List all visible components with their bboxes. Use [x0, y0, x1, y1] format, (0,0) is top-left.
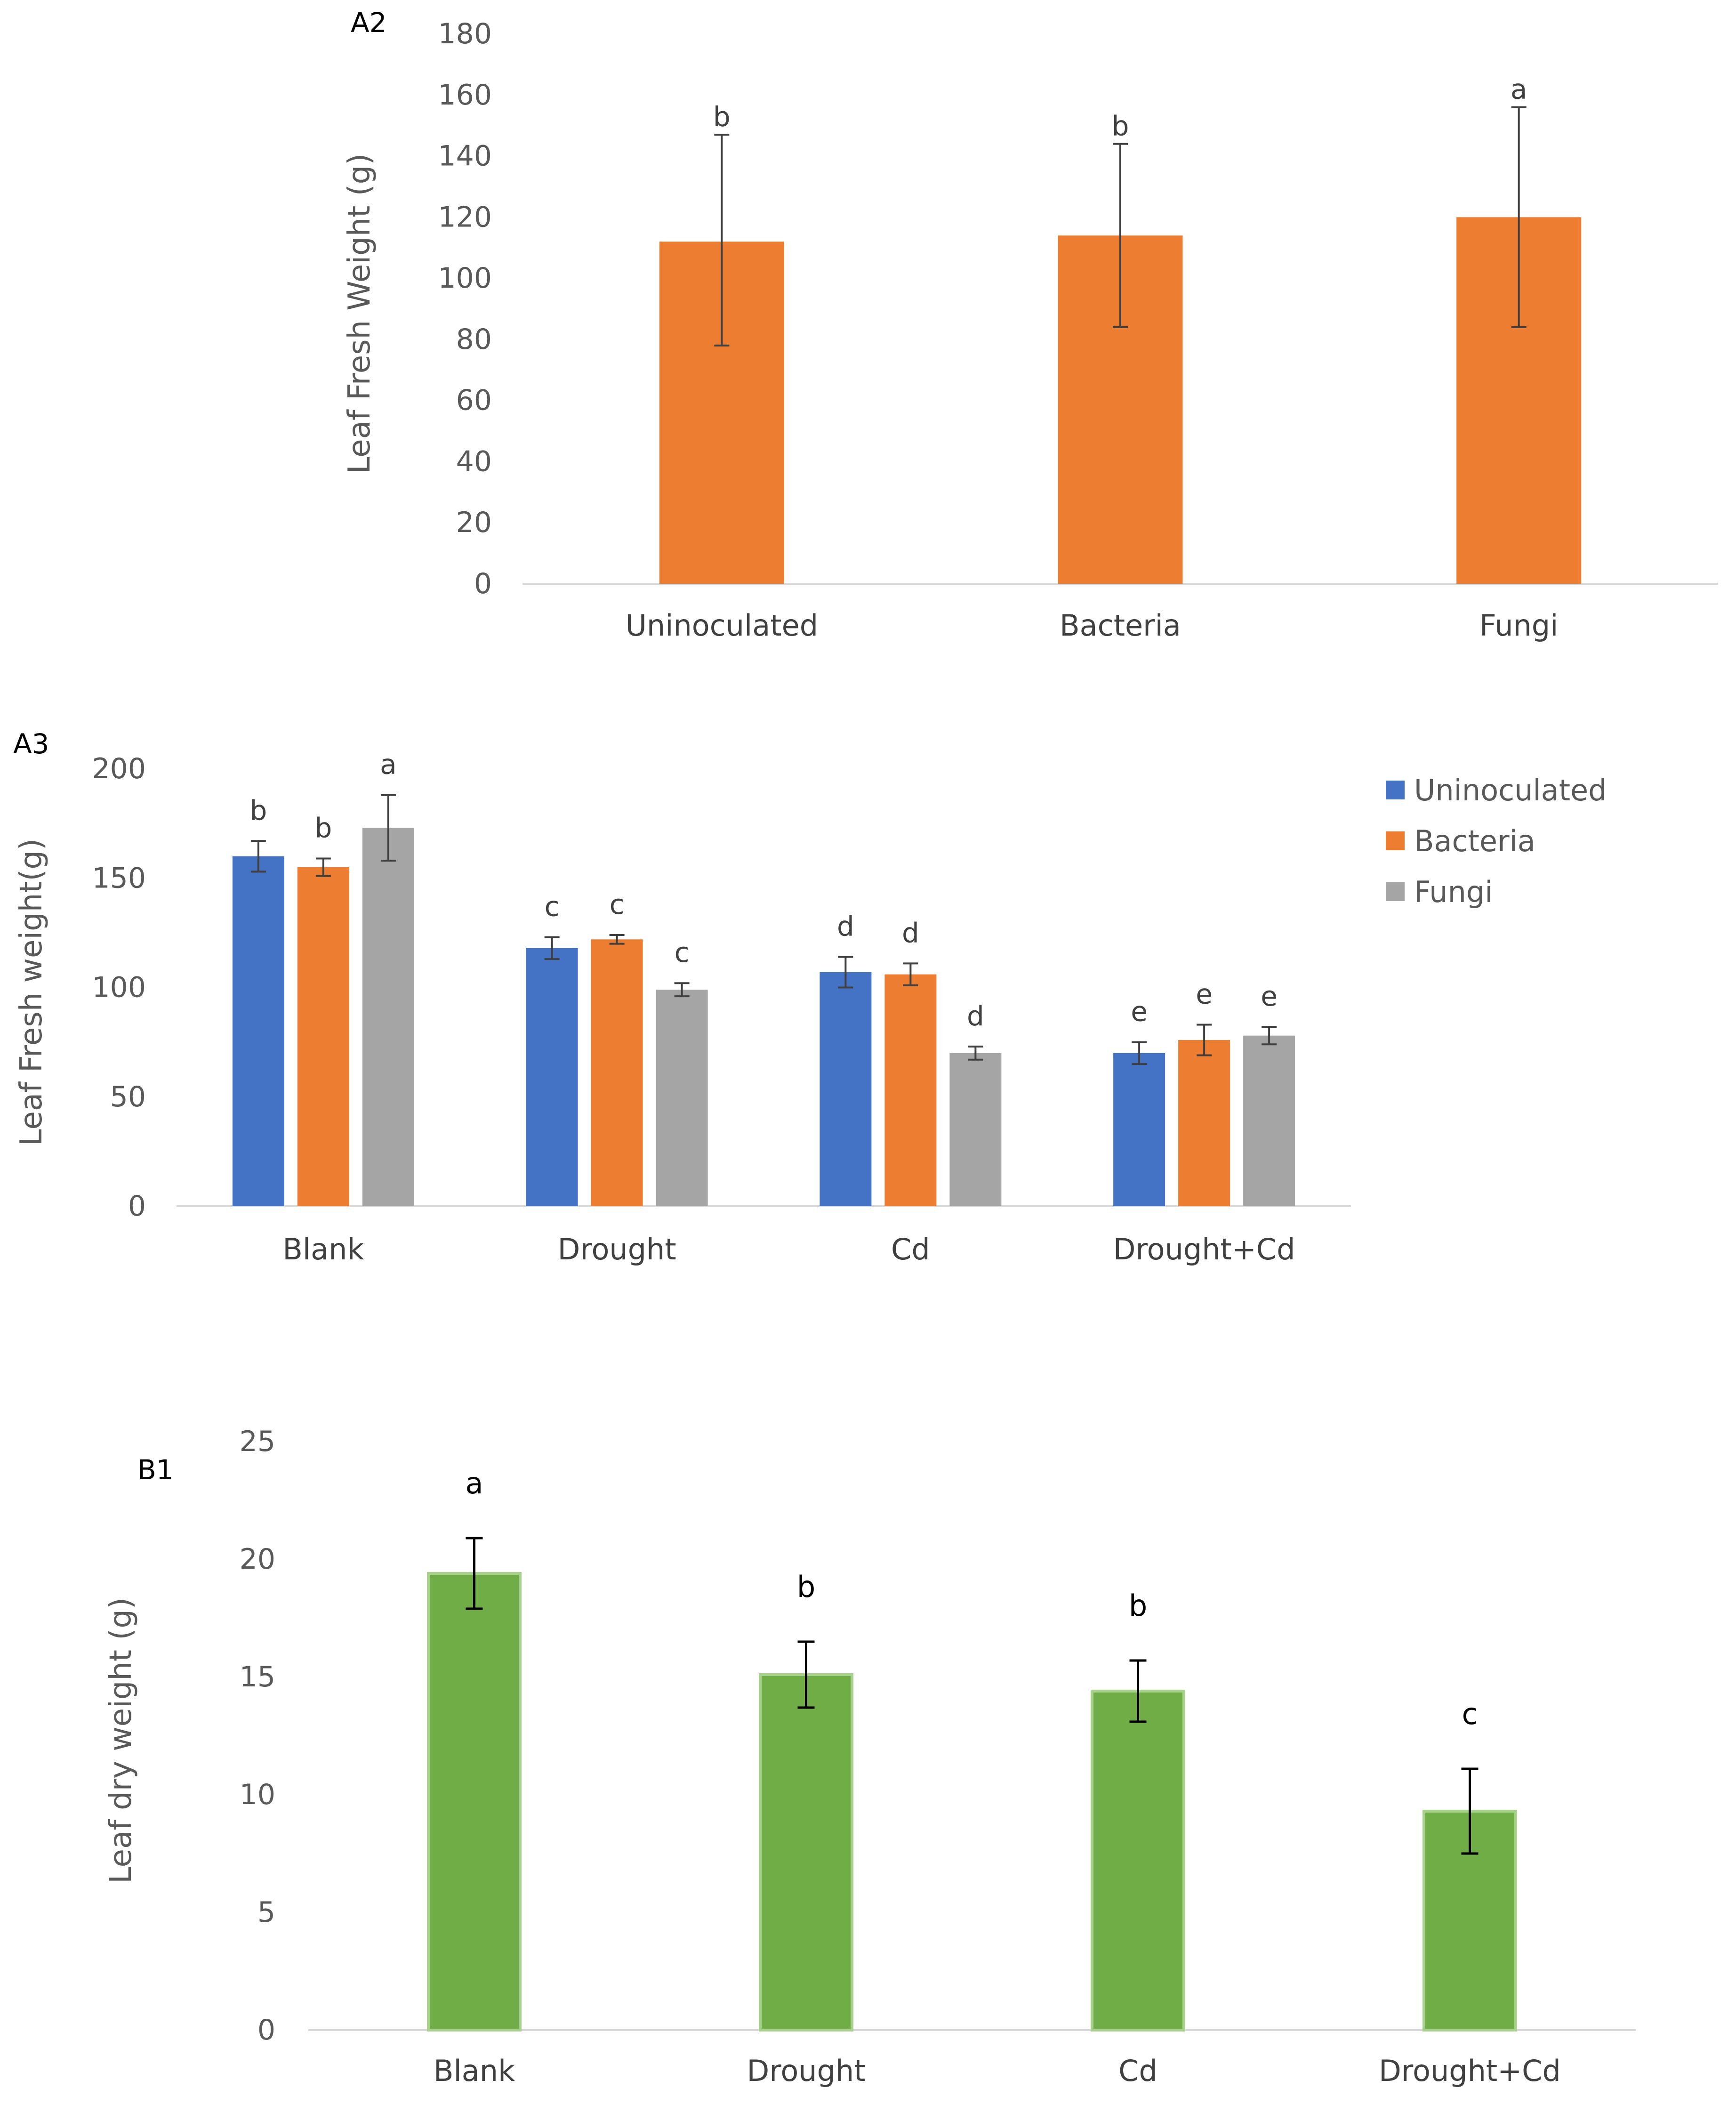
bar-fungi: [1243, 1035, 1295, 1206]
legend: Uninoculated Bacteria Fungi: [1386, 773, 1607, 909]
y-tick-label: 5: [257, 1896, 275, 1929]
significance-letter: a: [1511, 73, 1527, 105]
significance-letter: d: [967, 1000, 984, 1032]
y-tick-label: 100: [92, 971, 146, 1004]
significance-letter: a: [466, 1466, 483, 1500]
x-tick-label: Drought+Cd: [1113, 1232, 1295, 1266]
y-axis-label: Leaf Fresh Weight (g): [342, 153, 377, 474]
bar-fungi: [949, 1053, 1002, 1206]
x-tick-label: Drought+Cd: [1379, 2054, 1561, 2088]
bar-uninoculated: [1113, 1053, 1165, 1206]
y-tick-label: 25: [240, 1425, 275, 1458]
significance-letter: b: [1112, 110, 1129, 142]
x-tick-label: Uninoculated: [626, 608, 819, 643]
bar-fungi: [362, 828, 414, 1206]
y-tick-label: 0: [128, 1190, 146, 1223]
y-tick-label: 160: [438, 79, 492, 112]
bar: [1091, 1690, 1185, 2031]
significance-letter: c: [545, 891, 560, 923]
bar-bacteria: [297, 867, 349, 1206]
x-tick-label: Blank: [434, 2054, 515, 2088]
bar-bacteria: [1178, 1040, 1230, 1206]
y-tick-label: 150: [92, 862, 146, 895]
y-tick-label: 60: [456, 384, 492, 417]
y-tick-label: 100: [438, 262, 492, 295]
chart-b1: B1 Leaf dry weight (g) 0 5 10 15 20 25 a Blank b Dr…: [104, 1425, 1636, 2088]
bar: [427, 1572, 522, 2031]
legend-label: Uninoculated: [1414, 773, 1607, 807]
y-tick-label: 120: [438, 201, 492, 234]
chart-a3: A3 Leaf Fresh weight(g) 0 50 100 150 200 b b a Bla…: [13, 728, 1607, 1266]
y-tick-label: 200: [92, 752, 146, 785]
y-tick-label: 10: [240, 1778, 275, 1811]
bar-bacteria: [591, 939, 643, 1206]
y-tick-label: 50: [110, 1080, 146, 1113]
bar-uninoculated: [820, 972, 872, 1206]
significance-letter: d: [837, 910, 854, 942]
bar-fungi: [656, 990, 708, 1206]
y-tick-label: 0: [257, 2014, 275, 2047]
bar: [759, 1673, 853, 2031]
panel-label: A2: [351, 7, 387, 39]
x-tick-label: Cd: [1118, 2054, 1157, 2088]
significance-letter: c: [675, 936, 690, 968]
y-tick-label: 80: [456, 323, 492, 356]
legend-swatch: [1386, 831, 1405, 850]
significance-letter: e: [1261, 980, 1278, 1012]
bar-uninoculated: [232, 856, 284, 1206]
significance-letter: b: [797, 1570, 815, 1604]
y-tick-label: 15: [240, 1661, 275, 1693]
x-tick-label: Cd: [891, 1232, 930, 1266]
significance-letter: b: [314, 812, 332, 844]
x-tick-label: Drought: [747, 2054, 865, 2088]
bar-bacteria: [884, 974, 937, 1206]
x-tick-label: Blank: [282, 1232, 364, 1266]
y-tick-label: 20: [456, 506, 492, 539]
significance-letter: c: [1462, 1697, 1478, 1731]
x-tick-label: Drought: [558, 1232, 676, 1266]
significance-letter: e: [1131, 996, 1148, 1028]
chart-a2: A2 Leaf Fresh Weight (g) 0 20 40 60 80 100 120 14…: [342, 7, 1718, 643]
significance-letter: d: [902, 917, 919, 949]
legend-label: Bacteria: [1414, 824, 1535, 858]
legend-swatch: [1386, 882, 1405, 901]
significance-letter: b: [713, 101, 731, 133]
significance-letter: e: [1196, 978, 1213, 1010]
x-tick-label: Fungi: [1479, 608, 1558, 643]
panel-label: B1: [137, 1454, 174, 1486]
legend-label: Fungi: [1414, 875, 1493, 909]
panel-label: A3: [13, 728, 49, 760]
y-axis-label: Leaf dry weight (g): [104, 1597, 138, 1884]
y-tick-label: 140: [438, 140, 492, 173]
y-axis-label: Leaf Fresh weight(g): [14, 838, 49, 1146]
y-tick-label: 20: [240, 1543, 275, 1576]
bar-uninoculated: [526, 948, 578, 1206]
legend-swatch: [1386, 781, 1405, 799]
y-tick-label: 40: [456, 445, 492, 478]
x-tick-label: Bacteria: [1060, 608, 1181, 643]
y-tick-label: 0: [474, 567, 492, 600]
significance-letter: a: [380, 749, 397, 781]
significance-letter: b: [249, 794, 267, 826]
y-tick-label: 180: [438, 17, 492, 50]
significance-letter: c: [610, 888, 625, 920]
significance-letter: b: [1129, 1588, 1147, 1623]
